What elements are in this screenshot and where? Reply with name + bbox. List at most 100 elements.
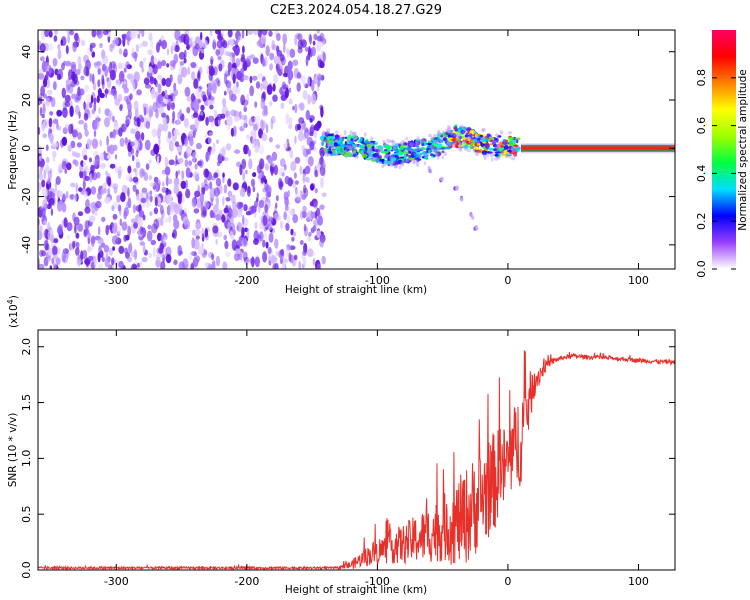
noise-speckle — [44, 30, 50, 38]
ridge-halo — [494, 149, 499, 153]
noise-speckle — [287, 207, 292, 214]
noise-speckle — [160, 235, 164, 242]
ridge-halo — [347, 152, 352, 156]
noise-speckle — [96, 192, 102, 200]
noise-speckle — [253, 30, 259, 36]
noise-speckle — [291, 236, 295, 242]
noise-speckle — [275, 250, 279, 257]
noise-speckle — [157, 59, 161, 68]
noise-speckle — [165, 175, 169, 187]
noise-speckle — [306, 148, 311, 155]
noise-speckle — [238, 72, 245, 83]
ridge-halo — [430, 136, 434, 141]
noise-speckle — [215, 196, 220, 203]
noise-speckle — [294, 188, 299, 198]
ridge-speckle — [421, 141, 424, 147]
ridge-halo — [366, 149, 370, 154]
ridge-speckle — [416, 140, 420, 146]
noise-speckle — [109, 43, 114, 53]
noise-speckle — [166, 48, 170, 56]
noise-speckle — [44, 228, 49, 239]
noise-speckle — [244, 257, 250, 266]
noise-speckle — [45, 256, 52, 262]
noise-speckle — [227, 30, 233, 38]
ridge-speckle — [416, 157, 420, 163]
ridge-speckle — [336, 151, 341, 154]
ridge-halo — [414, 139, 418, 143]
snr-series — [38, 350, 675, 570]
noise-speckle — [64, 101, 71, 107]
ridge-speckle — [515, 147, 520, 153]
ridge-halo — [366, 146, 371, 151]
noise-speckle — [273, 73, 279, 84]
noise-speckle — [300, 75, 306, 84]
noise-speckle — [222, 98, 227, 107]
noise-speckle — [223, 72, 228, 85]
noise-speckle — [275, 195, 279, 202]
noise-speckle — [177, 146, 183, 153]
ridge-halo — [459, 144, 462, 149]
ridge-speckle — [321, 141, 324, 147]
snr-multiplier: (x104) — [6, 295, 20, 328]
noise-speckle — [195, 88, 202, 98]
ridge-speckle — [414, 149, 418, 152]
noise-speckle — [40, 56, 45, 62]
ridge-speckle — [408, 157, 415, 161]
noise-speckle — [48, 30, 53, 38]
noise-speckle — [104, 117, 110, 128]
noise-speckle — [155, 259, 161, 268]
noise-speckle — [273, 257, 278, 263]
noise-speckle — [168, 159, 175, 166]
noise-speckle — [317, 215, 323, 226]
noise-speckle — [73, 193, 78, 203]
noise-speckle — [171, 232, 175, 238]
noise-speckle — [60, 39, 64, 46]
noise-speckle — [281, 172, 285, 177]
noise-speckle — [312, 258, 316, 266]
noise-speckle — [212, 83, 217, 94]
noise-speckle — [241, 227, 245, 239]
ridge-speckle — [451, 138, 456, 142]
noise-speckle — [259, 158, 265, 170]
ridge-speckle — [394, 143, 399, 148]
noise-speckle — [305, 109, 310, 121]
noise-speckle — [260, 82, 263, 92]
ridge-speckle — [488, 136, 494, 140]
noise-speckle — [160, 96, 164, 108]
noise-speckle — [268, 30, 273, 37]
noise-speckle — [260, 98, 266, 110]
noise-speckle — [178, 250, 184, 256]
noise-speckle — [139, 43, 142, 49]
ridge-speckle — [391, 163, 397, 166]
noise-speckle — [218, 63, 223, 72]
ridge-halo — [344, 153, 349, 159]
noise-speckle — [38, 155, 42, 162]
ridge-halo — [453, 133, 457, 137]
noise-speckle — [115, 233, 119, 243]
ridge-halo — [448, 141, 452, 147]
ridge-halo — [355, 155, 359, 159]
noise-speckle — [194, 43, 200, 50]
noise-speckle — [307, 94, 311, 105]
noise-speckle — [151, 128, 158, 138]
noise-speckle — [144, 139, 151, 151]
ridge-speckle — [468, 133, 473, 138]
ridge-speckle — [494, 154, 499, 157]
snr-y-tick-label: 1.0 — [20, 450, 33, 468]
colorbar-gradient — [712, 30, 736, 269]
noise-speckle — [227, 190, 233, 198]
noise-speckle — [133, 168, 137, 173]
noise-speckle — [162, 254, 166, 263]
noise-speckle — [147, 224, 152, 230]
noise-speckle — [262, 239, 266, 248]
ridge-halo — [386, 154, 389, 158]
noise-speckle — [149, 76, 155, 85]
noise-speckle — [216, 231, 223, 238]
noise-speckle — [309, 126, 314, 135]
noise-speckle — [292, 105, 295, 111]
noise-speckle — [243, 115, 248, 124]
noise-speckle — [243, 144, 248, 155]
noise-speckle — [83, 228, 89, 236]
noise-speckle — [197, 184, 200, 196]
noise-speckle — [49, 265, 53, 269]
